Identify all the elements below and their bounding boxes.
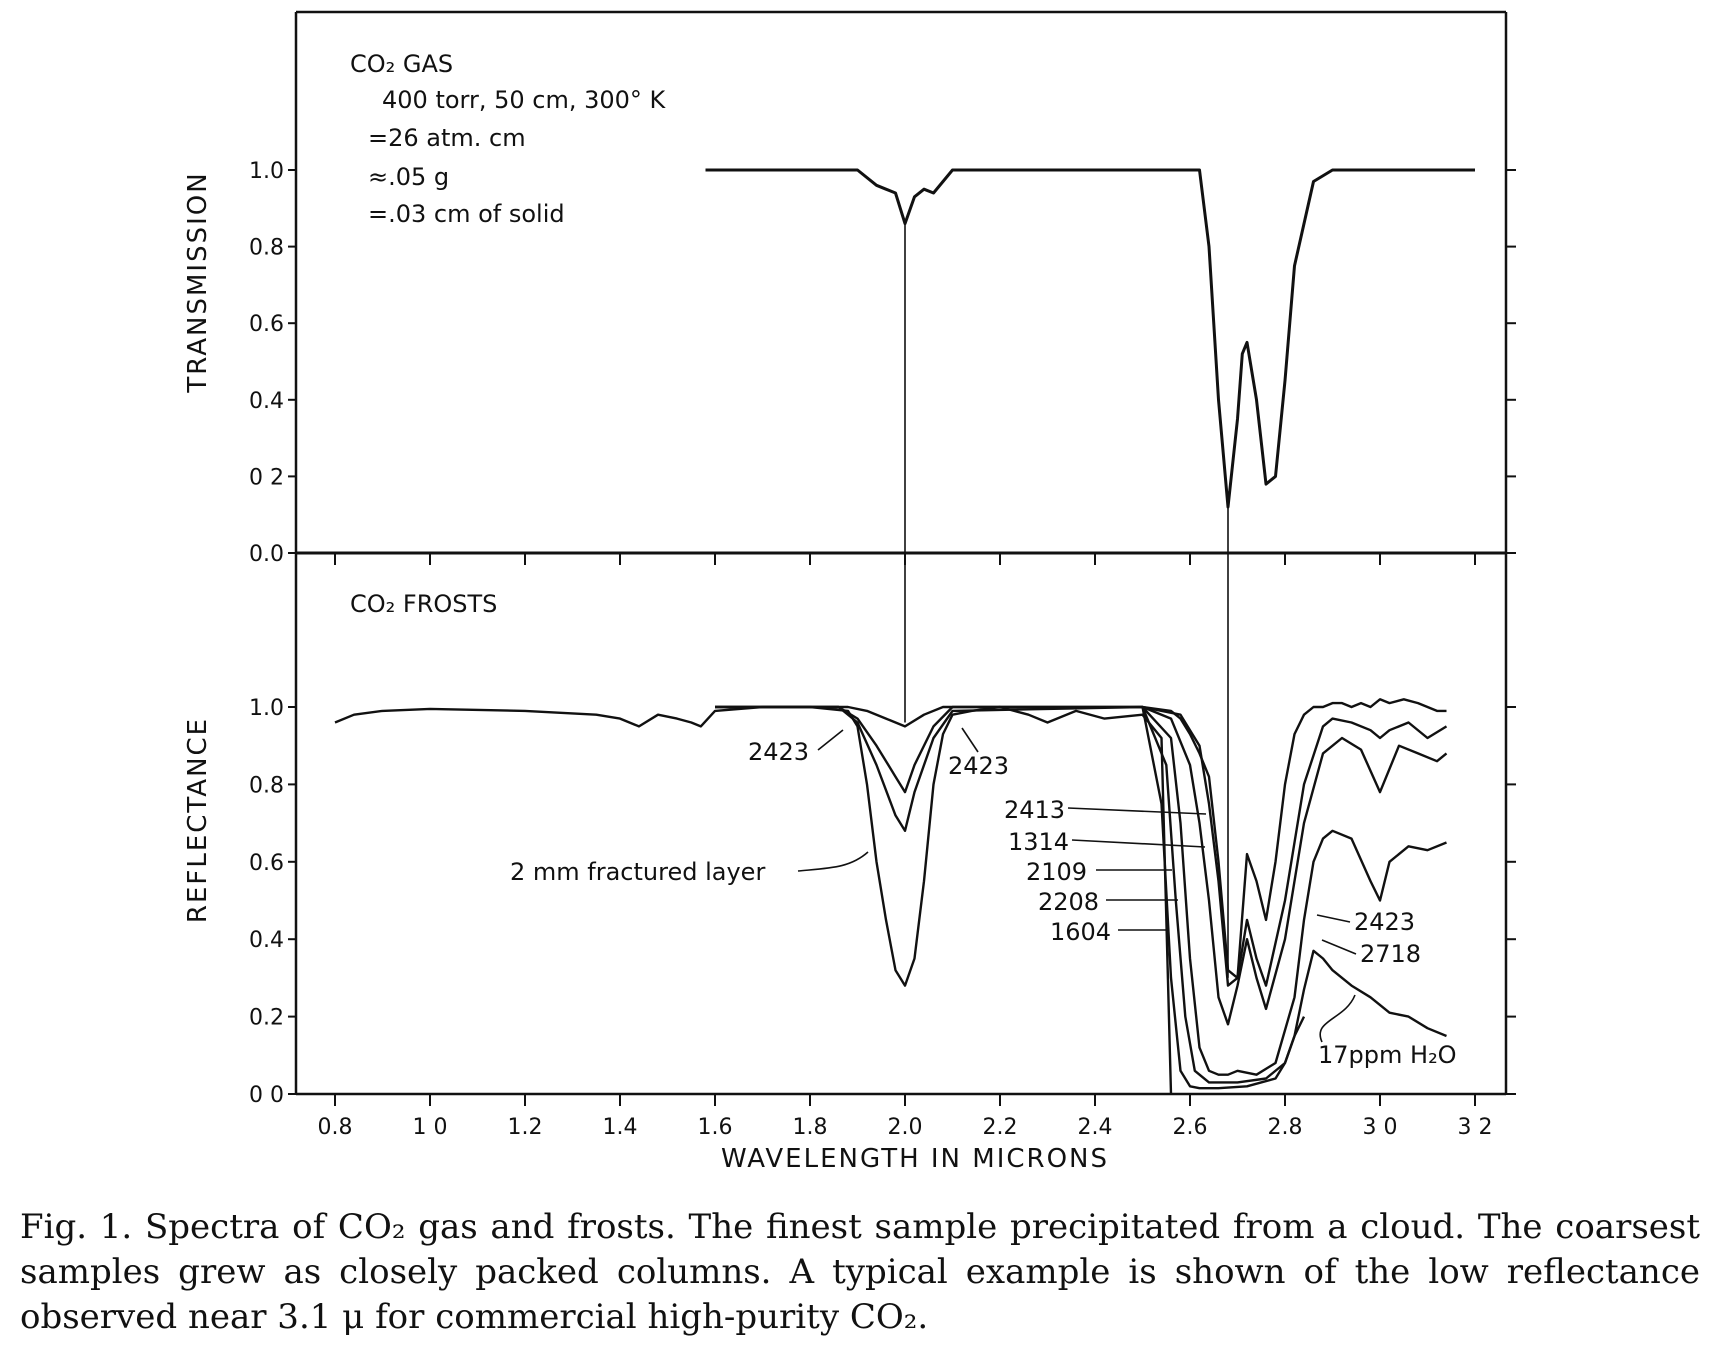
x-tick-label: 2.2 (983, 1115, 1018, 1140)
transmission-curve (705, 168, 1475, 509)
y-tick-label: 0.8 (249, 773, 284, 798)
curve-labels: 2423 2423 2 mm fractured layer 2413 1314… (510, 738, 1457, 1069)
x-tick-label: 2.8 (1268, 1115, 1303, 1140)
reflectance-curve-2208 (1141, 706, 1447, 1084)
label-2423-far: 2423 (1354, 908, 1415, 936)
gas-condition-1: 400 torr, 50 cm, 300° K (382, 86, 667, 114)
leader-2423-far (1316, 914, 1351, 923)
reflectance-curve-2423 (715, 698, 1447, 980)
y-tick-label: 0.6 (249, 312, 284, 337)
x-tick-label: 2.6 (1173, 1115, 1208, 1140)
x-tick-label: 1.4 (603, 1115, 638, 1140)
gas-condition-4: =.03 cm of solid (368, 200, 565, 228)
leader-2423-right (961, 727, 979, 753)
x-tick-label: 1 0 (413, 1115, 448, 1140)
leader-h2o (1319, 994, 1356, 1043)
leader-2413 (1067, 807, 1207, 815)
x-tick-label: 0.8 (318, 1115, 353, 1140)
frosts-title: CO₂ FROSTS (350, 590, 497, 618)
label-fractured-layer: 2 mm fractured layer (510, 858, 765, 886)
y-tick-label: 0.0 (249, 542, 284, 567)
reflectance-curve-1604 (1141, 706, 1306, 1090)
x-tick-label: 1.8 (793, 1115, 828, 1140)
leader-1314 (1071, 839, 1206, 848)
x-tick-label: 2.4 (1078, 1115, 1113, 1140)
label-h2o: 17ppm H₂O (1318, 1041, 1457, 1069)
y-tick-label: 0.2 (249, 1006, 284, 1031)
gas-condition-2: =26 atm. cm (368, 124, 526, 152)
label-2109: 2109 (1026, 858, 1087, 886)
y-tick-label: 0.4 (249, 928, 284, 953)
x-tick-label: 1.6 (698, 1115, 733, 1140)
x-axis-label: WAVELENGTH IN MICRONS (721, 1144, 1109, 1174)
y-tick-label: 0.6 (249, 851, 284, 876)
x-tick-label: 2.0 (888, 1115, 923, 1140)
x-tick-label: 3 2 (1458, 1115, 1493, 1140)
tick-marks (288, 169, 1516, 1106)
tick-labels: 1.0 0.8 0.6 0.4 0 2 0.0 1.0 0.8 0.6 0.4 0.2 0 0 0.8 1… (249, 159, 1493, 1140)
leader-fractured (797, 851, 869, 872)
y-tick-label: 1.0 (249, 696, 284, 721)
reflectance-curve-2413 (715, 705, 1448, 987)
label-1314: 1314 (1008, 828, 1069, 856)
data-curves (334, 168, 1475, 1095)
label-2423-right: 2423 (948, 752, 1009, 780)
label-2718: 2718 (1360, 940, 1421, 968)
gas-title: CO₂ GAS (350, 50, 453, 78)
reflectance-curve-2109 (1141, 706, 1447, 1076)
figure-caption: Fig. 1. Spectra of CO₂ gas and frosts. T… (20, 1207, 1700, 1337)
label-leaders (797, 727, 1357, 1043)
label-2208: 2208 (1038, 888, 1099, 916)
reflectance-curve-1314 (715, 705, 1448, 1026)
transmission-axis-label: TRANSMISSION (183, 171, 213, 393)
label-1604: 1604 (1050, 918, 1111, 946)
y-tick-label: 0.4 (249, 389, 284, 414)
y-tick-label: 0.8 (249, 236, 284, 261)
label-2423-left: 2423 (748, 738, 809, 766)
y-tick-label: 1.0 (249, 159, 284, 184)
x-tick-label: 1.2 (508, 1115, 543, 1140)
y-tick-label: 0 2 (249, 465, 284, 490)
gas-condition-3: ≈.05 g (368, 163, 449, 191)
x-tick-label: 3 0 (1363, 1115, 1398, 1140)
reflectance-axis-label: REFLECTANCE (183, 717, 213, 923)
leader-2423-left (817, 729, 844, 751)
y-tick-label: 0 0 (249, 1083, 284, 1108)
reflectance-curve-2-mm-fractured-layer (334, 705, 1173, 1095)
label-2413: 2413 (1004, 796, 1065, 824)
leader-2718 (1321, 939, 1357, 955)
